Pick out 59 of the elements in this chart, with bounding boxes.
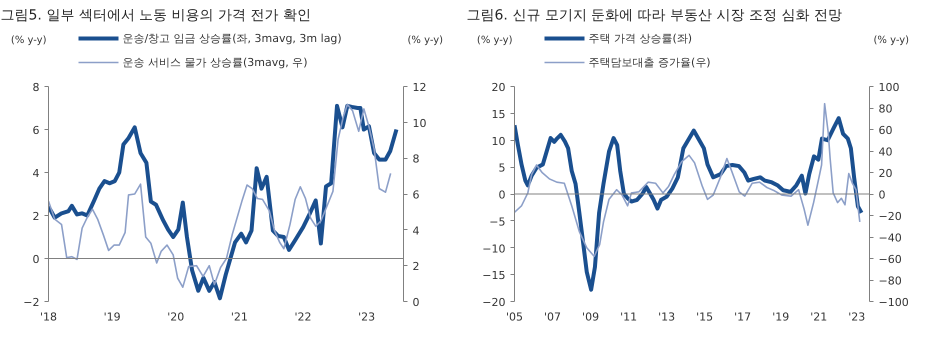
y2-tick-label: 60 — [878, 124, 892, 137]
y2-tick-label: −80 — [878, 274, 902, 288]
y2-tick-label: −20 — [878, 210, 902, 223]
x-tick-label: '21 — [230, 310, 248, 324]
y2-tick-label: 0 — [878, 188, 886, 202]
chart-title: 그림5. 일부 섹터에서 노동 비용의 가격 전가 확인 — [0, 8, 312, 24]
y-tick-label: 0 — [498, 188, 506, 202]
y2-tick-label: 2 — [412, 260, 420, 274]
y2-tick-label: −40 — [878, 232, 902, 244]
y2-tick-label: 80 — [878, 102, 892, 116]
x-tick-label: '05 — [506, 310, 524, 324]
x-tick-label: '19 — [104, 310, 121, 324]
y-axis-title: (% y-y) — [476, 35, 513, 46]
x-tick-label: '20 — [167, 310, 184, 324]
y2-tick-label: 6 — [412, 188, 420, 202]
y-tick-label: −15 — [482, 269, 506, 282]
y2-tick-label: 40 — [878, 146, 892, 158]
y-tick-label: 10 — [492, 134, 506, 148]
y-tick-label: −20 — [482, 296, 506, 309]
y-tick-label: 20 — [492, 81, 506, 94]
y2-axis-title: (% y-y) — [874, 35, 910, 46]
y2-tick-label: 4 — [412, 224, 420, 238]
y-tick-label: 4 — [32, 167, 40, 180]
y-tick-label: −2 — [23, 296, 40, 309]
y2-tick-label: −100 — [878, 296, 909, 309]
x-tick-label: '21 — [810, 310, 828, 324]
y-tick-label: 0 — [32, 253, 40, 266]
y2-tick-label: 100 — [878, 81, 900, 94]
y-axis-title: (% y-y) — [10, 35, 47, 46]
x-tick-label: '15 — [696, 310, 714, 324]
legend-label: 운송/창고 임금 상승률(좌, 3mavg, 3m lag) — [122, 32, 342, 45]
y2-tick-label: 20 — [878, 167, 892, 180]
x-tick-label: '23 — [358, 310, 376, 324]
legend-label: 주택 가격 상승률(좌) — [588, 32, 692, 45]
x-tick-label: '19 — [772, 310, 790, 324]
x-tick-label: '17 — [734, 310, 752, 324]
legend-label: 운송 서비스 물가 상승률(3mavg, 우) — [122, 56, 308, 69]
legend-label: 주택담보대출 증가율(우) — [588, 56, 711, 69]
y2-tick-label: 12 — [412, 81, 426, 94]
y2-tick-label: 0 — [412, 296, 420, 309]
x-tick-label: '07 — [544, 310, 562, 324]
x-tick-label: '11 — [620, 310, 638, 324]
y-tick-label: 6 — [32, 124, 40, 137]
x-tick-label: '09 — [582, 310, 600, 324]
y-tick-label: −10 — [482, 242, 506, 256]
y2-tick-label: −60 — [878, 253, 902, 266]
x-tick-label: '18 — [40, 310, 58, 324]
x-tick-label: '23 — [848, 310, 866, 324]
x-tick-label: '22 — [294, 310, 312, 324]
x-tick-label: '13 — [658, 310, 676, 324]
y2-tick-label: 8 — [412, 152, 420, 166]
y-tick-label: 5 — [498, 162, 506, 175]
y-tick-label: 8 — [32, 81, 40, 94]
y-tick-label: 15 — [492, 108, 506, 121]
chart-title: 그림6. 신규 모기지 둔화에 따라 부동산 시장 조정 심화 전망 — [466, 8, 842, 24]
y2-axis-title: (% y-y) — [408, 35, 444, 46]
y2-tick-label: 10 — [412, 116, 426, 130]
y-tick-label: 2 — [32, 210, 40, 223]
y-tick-label: −5 — [489, 215, 506, 228]
